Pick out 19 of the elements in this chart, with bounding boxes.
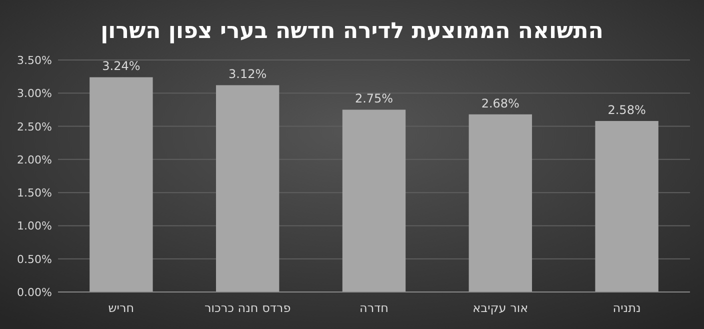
x-tick-label: פרדס חנה כרכור [204, 301, 291, 315]
y-tick-label: 1.00% [17, 220, 52, 233]
y-tick-label: 2.00% [17, 153, 52, 166]
x-tick-label: חדרה [359, 301, 389, 315]
x-tick-label: נתניה [612, 301, 641, 315]
x-tick-label: אור עקיבא [472, 301, 528, 315]
chart-title: התשואה הממוצעת לדירה חדשה בערי צפון השרון [100, 19, 604, 44]
y-tick-label: 3.00% [17, 87, 52, 100]
y-tick-label: 0.50% [17, 252, 52, 266]
data-label: 2.75% [354, 92, 394, 106]
y-tick-label: 3.50% [17, 54, 52, 67]
data-label: 3.12% [228, 67, 267, 82]
y-tick-label: 1.50% [17, 186, 52, 200]
y-tick-label: 2.50% [17, 120, 52, 134]
data-label: 2.58% [608, 102, 646, 117]
y-tick-label: 0.00% [17, 286, 52, 299]
x-tick-label: חריש [108, 301, 134, 315]
data-label: 2.68% [481, 96, 520, 110]
data-label: 3.24% [102, 59, 140, 74]
